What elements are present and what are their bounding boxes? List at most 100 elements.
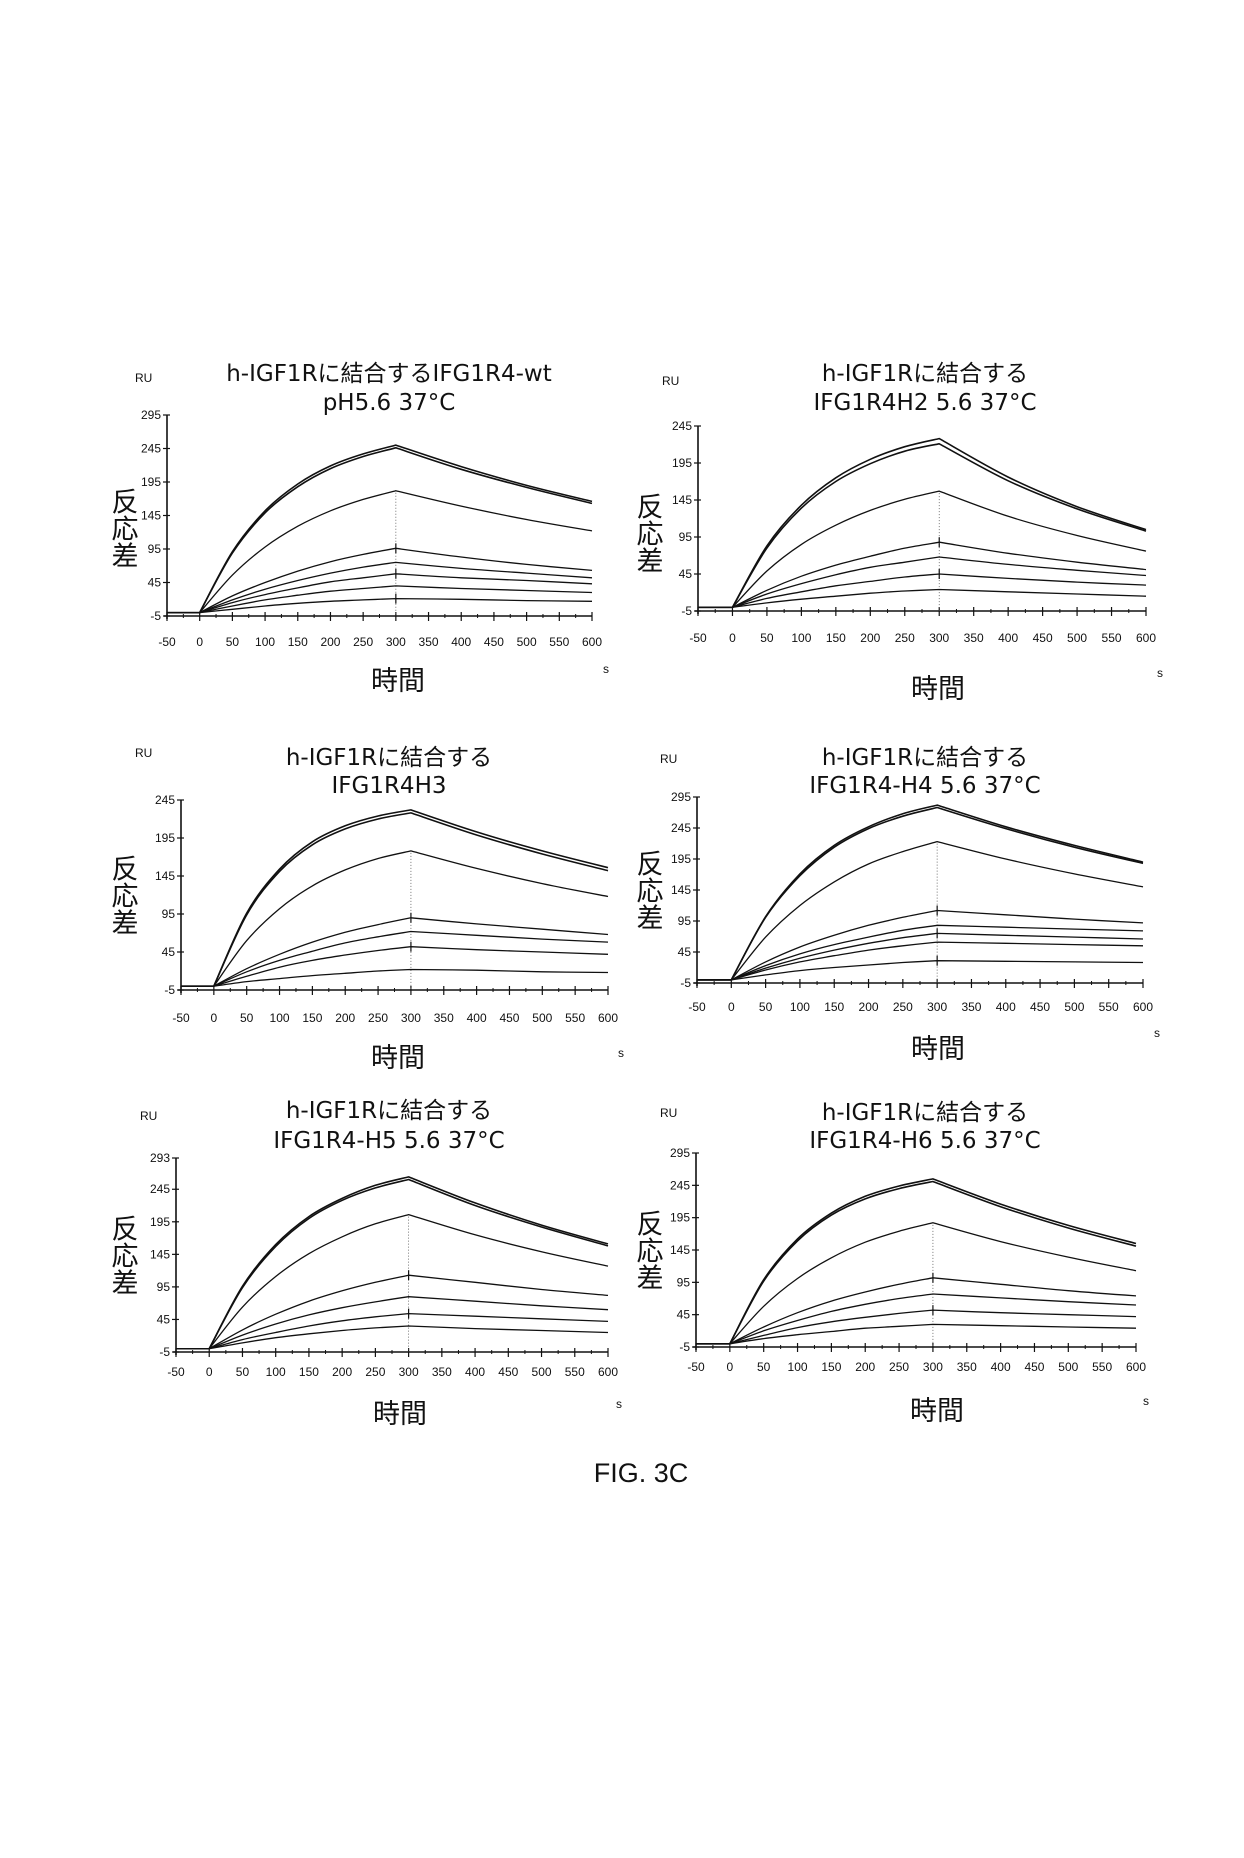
x-tick-label: 350 xyxy=(961,1000,981,1014)
sensorgram-panel: h-IGF1Rに結合するIFG1R4-H4 5.6 37°CRU反応差時間s-5… xyxy=(632,745,1161,1065)
x-tick-label: 150 xyxy=(288,635,308,649)
x-tick-label: 600 xyxy=(598,1011,618,1025)
x-tick-label: -50 xyxy=(687,1360,705,1374)
x-tick-label: 100 xyxy=(255,635,275,649)
x-tick-label: 0 xyxy=(206,1365,213,1379)
x-tick-label: 450 xyxy=(498,1365,518,1379)
x-tick-label: 100 xyxy=(791,631,811,645)
x-axis-label: 時間 xyxy=(371,1043,425,1074)
x-tick-label: 100 xyxy=(788,1360,808,1374)
sensorgram-curve xyxy=(176,1180,608,1349)
y-tick-label: 195 xyxy=(141,475,161,489)
x-axis-label: 時間 xyxy=(371,666,425,697)
x-tick-label: 300 xyxy=(399,1365,419,1379)
sensorgram-curve xyxy=(176,1177,608,1349)
x-tick-label: -50 xyxy=(172,1011,190,1025)
x-tick-label: 0 xyxy=(211,1011,218,1025)
y-tick-label: 95 xyxy=(679,530,693,544)
x-tick-label: 200 xyxy=(320,635,340,649)
y-tick-label: -5 xyxy=(679,1340,690,1354)
y-tick-label: 295 xyxy=(670,1146,690,1160)
sensorgram-curve xyxy=(181,947,608,987)
x-tick-label: 200 xyxy=(332,1365,352,1379)
x-axis-label: 時間 xyxy=(911,674,965,705)
sensorgram-curve xyxy=(696,1179,1136,1344)
y-tick-label: 145 xyxy=(670,1243,690,1257)
x-unit-label: s xyxy=(616,1397,622,1411)
x-tick-label: 250 xyxy=(368,1011,388,1025)
x-tick-label: 200 xyxy=(335,1011,355,1025)
y-axis-label: 反応差 xyxy=(632,849,664,930)
x-tick-label: 0 xyxy=(196,635,203,649)
y-tick-label: 145 xyxy=(672,493,692,507)
y-axis-label: 反応差 xyxy=(632,492,664,573)
x-tick-label: 400 xyxy=(467,1011,487,1025)
x-tick-label: 400 xyxy=(991,1360,1011,1374)
x-tick-label: 250 xyxy=(365,1365,385,1379)
y-tick-label: -5 xyxy=(680,976,691,990)
x-tick-label: 50 xyxy=(760,631,774,645)
y-tick-label: 245 xyxy=(155,793,175,807)
x-tick-label: 50 xyxy=(236,1365,250,1379)
panel-title-line: h-IGF1Rに結合するIFG1R4-wt xyxy=(226,361,552,387)
x-tick-label: 500 xyxy=(1058,1360,1078,1374)
y-tick-label: 195 xyxy=(150,1215,170,1229)
y-axis-label: 反応差 xyxy=(107,854,139,935)
y-tick-label: 145 xyxy=(150,1247,170,1261)
x-tick-label: 300 xyxy=(401,1011,421,1025)
x-tick-label: 300 xyxy=(929,631,949,645)
y-tick-label: 295 xyxy=(671,790,691,804)
x-tick-label: 550 xyxy=(549,635,569,649)
panel-title-line: IFG1R4H2 5.6 37°C xyxy=(813,390,1036,416)
sensorgram-curve xyxy=(181,932,608,987)
figure-label: FIG. 3C xyxy=(594,1458,689,1488)
sensorgram-curve xyxy=(697,925,1143,980)
x-axis-label: 時間 xyxy=(910,1396,964,1427)
x-tick-label: 200 xyxy=(855,1360,875,1374)
unit-label: RU xyxy=(662,374,679,388)
y-tick-label: 145 xyxy=(155,869,175,883)
panel-title-line: h-IGF1Rに結合する xyxy=(286,745,492,771)
x-tick-label: 550 xyxy=(1099,1000,1119,1014)
y-tick-label: 293 xyxy=(150,1151,170,1165)
sensorgram-curve xyxy=(167,448,592,613)
x-tick-label: 100 xyxy=(266,1365,286,1379)
unit-label: RU xyxy=(135,746,152,760)
unit-label: RU xyxy=(140,1109,157,1123)
x-tick-label: 600 xyxy=(598,1365,618,1379)
x-axis-label: 時間 xyxy=(373,1399,427,1430)
x-tick-label: 400 xyxy=(451,635,471,649)
sensorgram-curve xyxy=(181,813,608,986)
x-tick-label: 350 xyxy=(419,635,439,649)
y-tick-label: -5 xyxy=(681,604,692,618)
y-axis-label: 反応差 xyxy=(632,1209,664,1290)
x-tick-label: 500 xyxy=(1067,631,1087,645)
y-tick-label: 245 xyxy=(671,821,691,835)
y-tick-label: 295 xyxy=(141,408,161,422)
x-tick-label: 500 xyxy=(1064,1000,1084,1014)
y-tick-label: 45 xyxy=(679,567,693,581)
y-tick-label: 195 xyxy=(155,831,175,845)
x-tick-label: 50 xyxy=(757,1360,771,1374)
sensorgram-curve xyxy=(176,1326,608,1349)
x-tick-label: 150 xyxy=(302,1011,322,1025)
y-tick-label: 45 xyxy=(148,576,162,590)
x-tick-label: 100 xyxy=(270,1011,290,1025)
x-tick-label: 600 xyxy=(1133,1000,1153,1014)
x-tick-label: 100 xyxy=(790,1000,810,1014)
x-tick-label: 500 xyxy=(532,1365,552,1379)
x-tick-label: 200 xyxy=(859,1000,879,1014)
sensorgram-panel: h-IGF1Rに結合するIFG1R4-wtpH5.6 37°CRU反応差時間s-… xyxy=(107,361,610,697)
x-tick-label: 600 xyxy=(1126,1360,1146,1374)
unit-label: RU xyxy=(135,371,152,385)
x-tick-label: 250 xyxy=(893,1000,913,1014)
x-tick-label: -50 xyxy=(688,1000,706,1014)
unit-label: RU xyxy=(660,1106,677,1120)
panel-title-line: IFG1R4H3 xyxy=(331,773,446,799)
y-tick-label: 245 xyxy=(670,1178,690,1192)
y-tick-label: -5 xyxy=(164,983,175,997)
x-tick-label: -50 xyxy=(689,631,707,645)
x-tick-label: 0 xyxy=(728,1000,735,1014)
y-tick-label: 245 xyxy=(672,419,692,433)
y-tick-label: 145 xyxy=(141,509,161,523)
